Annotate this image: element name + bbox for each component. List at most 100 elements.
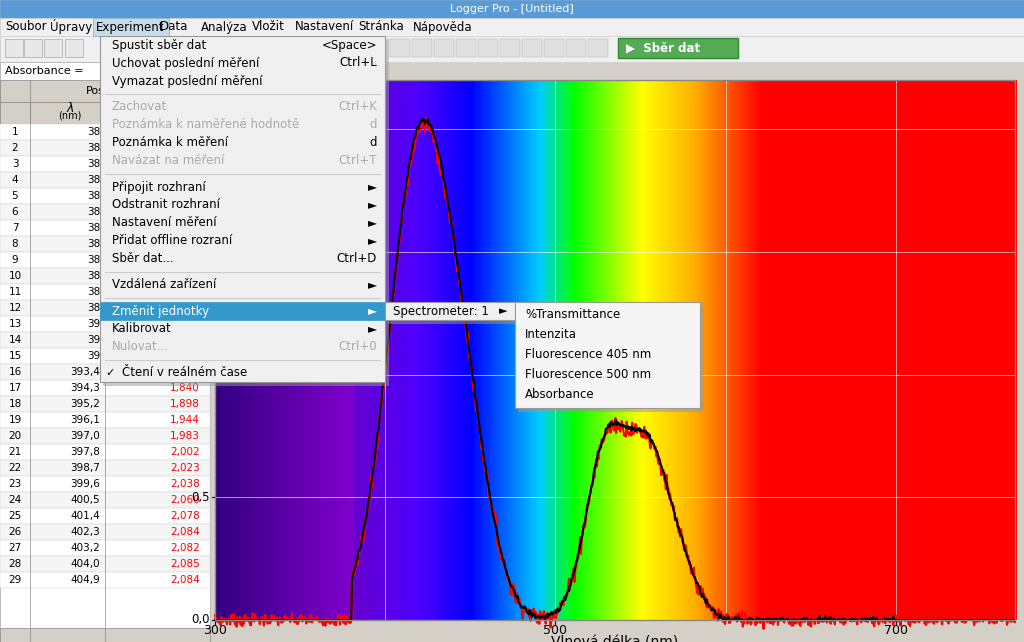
Bar: [802, 80, 806, 620]
Bar: [967, 80, 971, 620]
Bar: [271, 80, 275, 620]
Bar: [975, 80, 979, 620]
Text: 38: 38: [87, 127, 100, 137]
Bar: [388, 305, 518, 323]
Bar: [879, 80, 883, 620]
Text: 5: 5: [11, 191, 18, 201]
Bar: [415, 80, 419, 620]
Bar: [794, 80, 798, 620]
Bar: [690, 80, 694, 620]
Bar: [0, 80, 210, 102]
Bar: [759, 80, 763, 620]
Bar: [516, 80, 520, 620]
Bar: [524, 80, 528, 620]
Bar: [276, 80, 281, 620]
Bar: [757, 80, 761, 620]
Bar: [489, 80, 494, 620]
Bar: [791, 80, 796, 620]
Bar: [1005, 80, 1009, 620]
Bar: [679, 80, 683, 620]
Bar: [100, 36, 385, 382]
Text: ►: ►: [499, 306, 507, 316]
Text: 1: 1: [11, 127, 18, 137]
Bar: [727, 80, 731, 620]
Bar: [636, 80, 640, 620]
Bar: [903, 80, 907, 620]
Bar: [911, 80, 915, 620]
Text: Fluorescence 405 nm: Fluorescence 405 nm: [525, 349, 651, 361]
Bar: [0, 268, 210, 284]
Text: 393,4: 393,4: [70, 367, 100, 377]
Bar: [487, 80, 492, 620]
Bar: [439, 80, 443, 620]
Bar: [356, 80, 360, 620]
Bar: [0, 284, 210, 300]
Text: Ctrl+0: Ctrl+0: [338, 340, 377, 354]
Text: 9: 9: [11, 255, 18, 265]
Bar: [618, 38, 738, 58]
Bar: [695, 80, 699, 620]
Bar: [828, 80, 833, 620]
Bar: [508, 80, 512, 620]
Bar: [839, 80, 843, 620]
Bar: [0, 572, 210, 588]
Bar: [858, 80, 862, 620]
Text: %Transmittance: %Transmittance: [525, 309, 621, 322]
Bar: [868, 80, 872, 620]
Bar: [532, 80, 537, 620]
Bar: [503, 80, 507, 620]
Text: 6: 6: [11, 207, 18, 217]
Bar: [0, 412, 210, 428]
Text: 38: 38: [87, 255, 100, 265]
Bar: [882, 80, 886, 620]
Bar: [0, 62, 210, 642]
Bar: [887, 80, 891, 620]
Bar: [652, 80, 656, 620]
Bar: [730, 80, 734, 620]
Bar: [300, 80, 304, 620]
Bar: [751, 80, 755, 620]
Bar: [629, 80, 633, 620]
Text: 23: 23: [8, 479, 22, 489]
Bar: [804, 80, 809, 620]
Bar: [735, 80, 739, 620]
Text: 25: 25: [8, 511, 22, 521]
Text: Poznámka k měření: Poznámka k měření: [112, 137, 228, 150]
Bar: [233, 80, 238, 620]
Bar: [767, 80, 771, 620]
Bar: [495, 80, 499, 620]
Bar: [834, 80, 838, 620]
Bar: [743, 80, 748, 620]
Bar: [410, 80, 414, 620]
Bar: [338, 80, 342, 620]
Bar: [626, 80, 630, 620]
Text: 396,1: 396,1: [70, 415, 100, 425]
Text: ►: ►: [368, 198, 377, 211]
Bar: [535, 80, 540, 620]
Bar: [313, 80, 317, 620]
Bar: [898, 80, 902, 620]
Bar: [544, 39, 564, 57]
Bar: [649, 80, 654, 620]
Bar: [343, 80, 347, 620]
Bar: [663, 80, 668, 620]
Bar: [986, 80, 990, 620]
Bar: [722, 80, 726, 620]
Text: Přidat offline rozraní: Přidat offline rozraní: [112, 234, 232, 248]
Bar: [0, 444, 210, 460]
Bar: [913, 80, 918, 620]
Bar: [476, 80, 480, 620]
Bar: [1007, 80, 1011, 620]
Bar: [671, 80, 675, 620]
Bar: [0, 476, 210, 492]
Bar: [669, 80, 673, 620]
Text: 2: 2: [11, 143, 18, 153]
Bar: [463, 80, 467, 620]
Text: 404,0: 404,0: [71, 559, 100, 569]
Bar: [340, 80, 344, 620]
Bar: [703, 80, 708, 620]
Bar: [842, 80, 846, 620]
Text: d: d: [370, 119, 377, 132]
Bar: [604, 80, 608, 620]
Bar: [551, 80, 555, 620]
